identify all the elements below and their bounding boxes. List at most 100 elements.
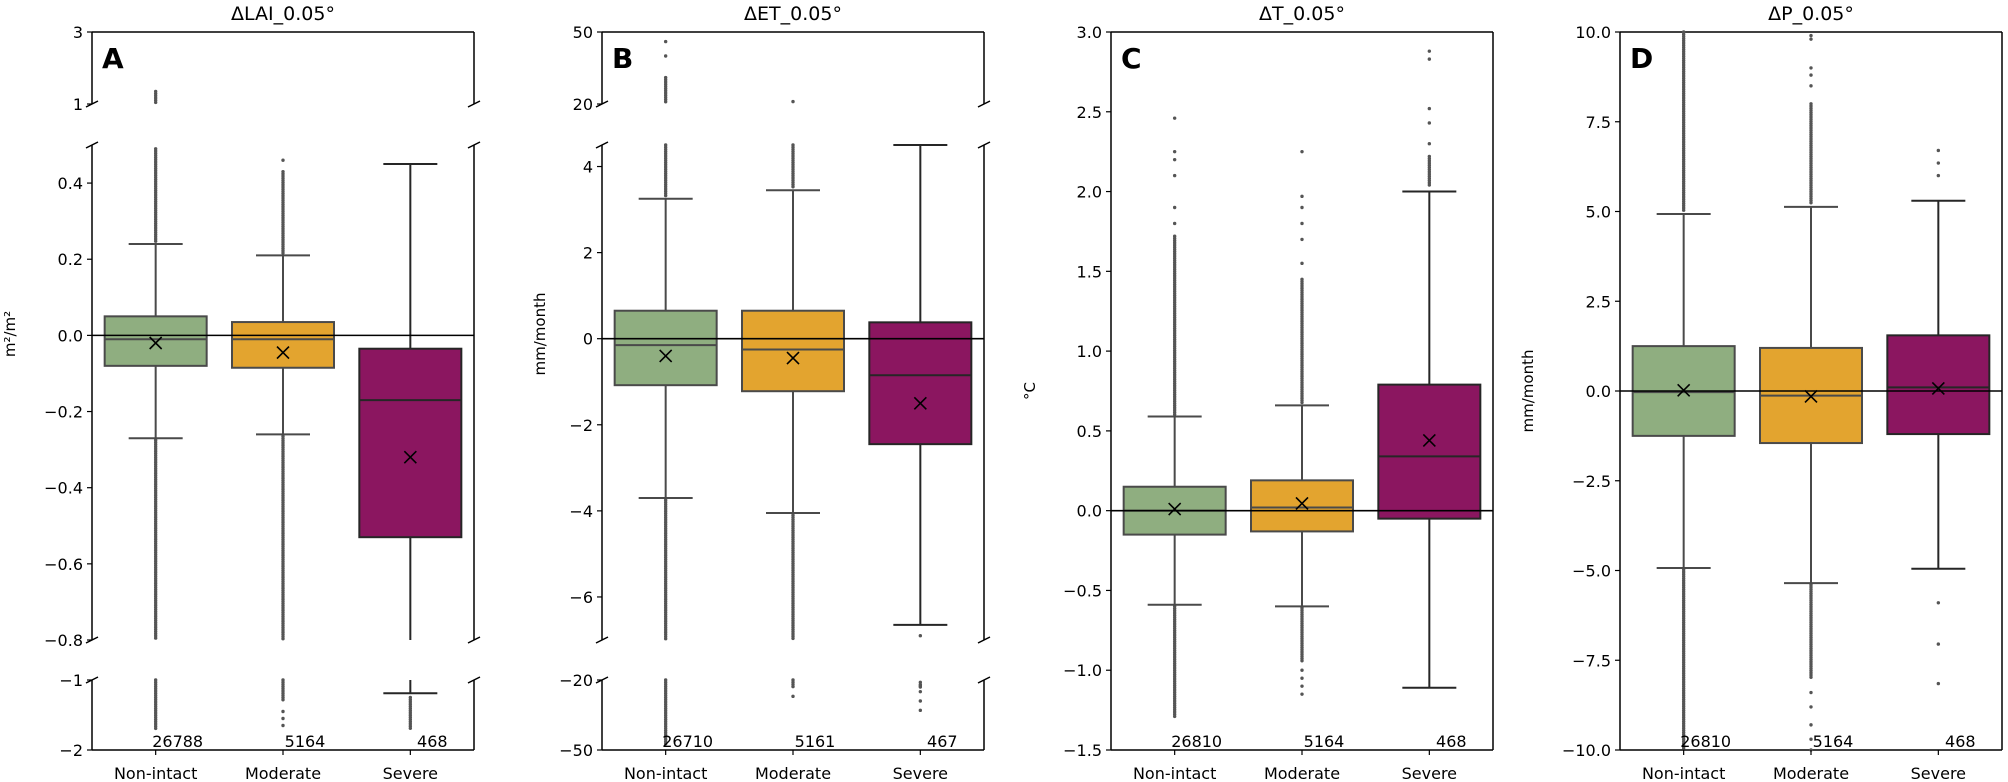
mean-marker: [1295, 496, 1309, 511]
y-tick-label: −10.0: [1562, 741, 1611, 760]
box-non-intact: 26810 Non-intact: [1631, 30, 1736, 782]
outlier-point: [1936, 642, 1941, 646]
outlier-point: [1172, 714, 1177, 719]
x-tick-label: Non-intact: [1133, 764, 1216, 782]
outlier-point: [1681, 208, 1686, 212]
outlier-point: [1809, 723, 1813, 727]
y-tick-label: 4: [583, 158, 593, 177]
x-tick-label: Moderate: [1773, 764, 1849, 782]
x-tick-label: Severe: [893, 764, 948, 782]
outlier-point: [1172, 116, 1177, 120]
y-tick-label: 2: [583, 244, 593, 263]
outlier-point: [281, 158, 285, 162]
outlier-point: [1300, 659, 1304, 663]
axis-break-mark: [467, 100, 481, 108]
box-severe: 468 Severe: [1886, 148, 1991, 782]
iqr-box: [741, 309, 845, 393]
outlier-point: [1172, 205, 1177, 210]
outlier-point: [408, 726, 413, 730]
axis-break-mark: [467, 141, 481, 149]
outlier-point: [1809, 737, 1813, 741]
y-tick-label: 50: [573, 23, 593, 42]
y-tick-label: −20: [559, 671, 593, 690]
y-tick-label: −1.0: [1063, 661, 1102, 680]
iqr-box: [1250, 479, 1354, 533]
outlier-point: [663, 54, 668, 58]
outlier-point: [1427, 183, 1432, 187]
y-tick-label: 1: [73, 95, 83, 114]
outlier-point: [1300, 668, 1304, 672]
outlier-point: [153, 100, 158, 105]
outlier-point: [791, 694, 795, 699]
iqr-box: [1886, 334, 1991, 436]
outlier-point: [918, 708, 923, 713]
mean-marker: [659, 349, 673, 363]
outlier-point: [1172, 173, 1177, 178]
outlier-point: [1172, 221, 1177, 226]
iqr-box: [613, 309, 718, 387]
y-tick-label: 1.0: [1077, 342, 1102, 361]
y-tick-label: −2: [59, 741, 83, 760]
mean-marker: [276, 345, 290, 360]
outlier-point: [918, 699, 923, 703]
mean-marker: [149, 336, 163, 350]
outlier-point: [153, 239, 158, 243]
panel-A: ΔLAI_0.05° Am²/m² 3 1 0.4 0.2 0.0 −0.2 −0.4 −0.6 −…: [1, 3, 481, 782]
y-tick-label: −1: [59, 671, 83, 690]
sample-count-label: 26710: [662, 732, 713, 751]
outlier-point: [791, 99, 795, 104]
outlier-point: [791, 185, 795, 189]
outlier-point: [281, 716, 285, 721]
outlier-point: [791, 636, 795, 641]
y-tick-label: 0.5: [1077, 422, 1102, 441]
axis-break-mark: [467, 636, 481, 644]
outlier-point: [663, 637, 668, 641]
y-tick-label: 0.0: [1077, 502, 1102, 521]
outlier-point: [1427, 121, 1432, 125]
mean-marker: [786, 351, 800, 365]
y-tick-label: 1.5: [1077, 262, 1102, 281]
outlier-point: [1936, 173, 1941, 178]
y-tick-label: 3: [73, 23, 83, 42]
y-axis-label: mm/month: [1519, 350, 1537, 433]
outlier-point: [1427, 57, 1432, 61]
outlier-point: [1809, 33, 1813, 38]
iqr-box: [358, 347, 463, 539]
y-tick-label: 0.0: [58, 326, 83, 345]
outlier-point: [1172, 149, 1177, 154]
y-tick-label: 20: [573, 95, 593, 114]
panel-title: ΔP_0.05°: [1768, 3, 1854, 25]
x-tick-label: Moderate: [755, 764, 831, 782]
outlier-point: [1300, 676, 1304, 680]
outlier-point: [1300, 221, 1304, 226]
outlier-point: [281, 723, 285, 728]
outlier-point: [1427, 49, 1432, 53]
outlier-point: [1427, 141, 1432, 146]
y-tick-label: 0.0: [1586, 382, 1611, 401]
x-tick-label: Severe: [1402, 764, 1457, 782]
outlier-point: [1809, 73, 1813, 77]
outlier-point: [153, 726, 158, 731]
panel-letter: A: [102, 42, 124, 75]
iqr-box: [231, 321, 335, 369]
panel-letter: C: [1121, 42, 1142, 75]
sample-count-label: 26788: [152, 732, 203, 751]
outlier-point: [1936, 148, 1941, 153]
outlier-point: [1681, 746, 1686, 750]
axis-break-mark: [977, 636, 991, 644]
outlier-point: [1936, 681, 1941, 686]
y-tick-label: 2.5: [1077, 103, 1102, 122]
axis-break-mark: [595, 141, 609, 149]
y-tick-label: 2.5: [1586, 292, 1611, 311]
mean-marker: [1931, 381, 1945, 396]
outlier-point: [1300, 684, 1304, 688]
x-tick-label: Severe: [1911, 764, 1966, 782]
outlier-point: [1300, 194, 1304, 199]
y-tick-label: −0.4: [44, 479, 83, 498]
outlier-point: [1300, 692, 1304, 696]
y-tick-label: −4: [569, 502, 593, 521]
outlier-point: [1809, 675, 1813, 679]
outlier-point: [663, 742, 668, 746]
outlier-point: [1809, 690, 1813, 695]
